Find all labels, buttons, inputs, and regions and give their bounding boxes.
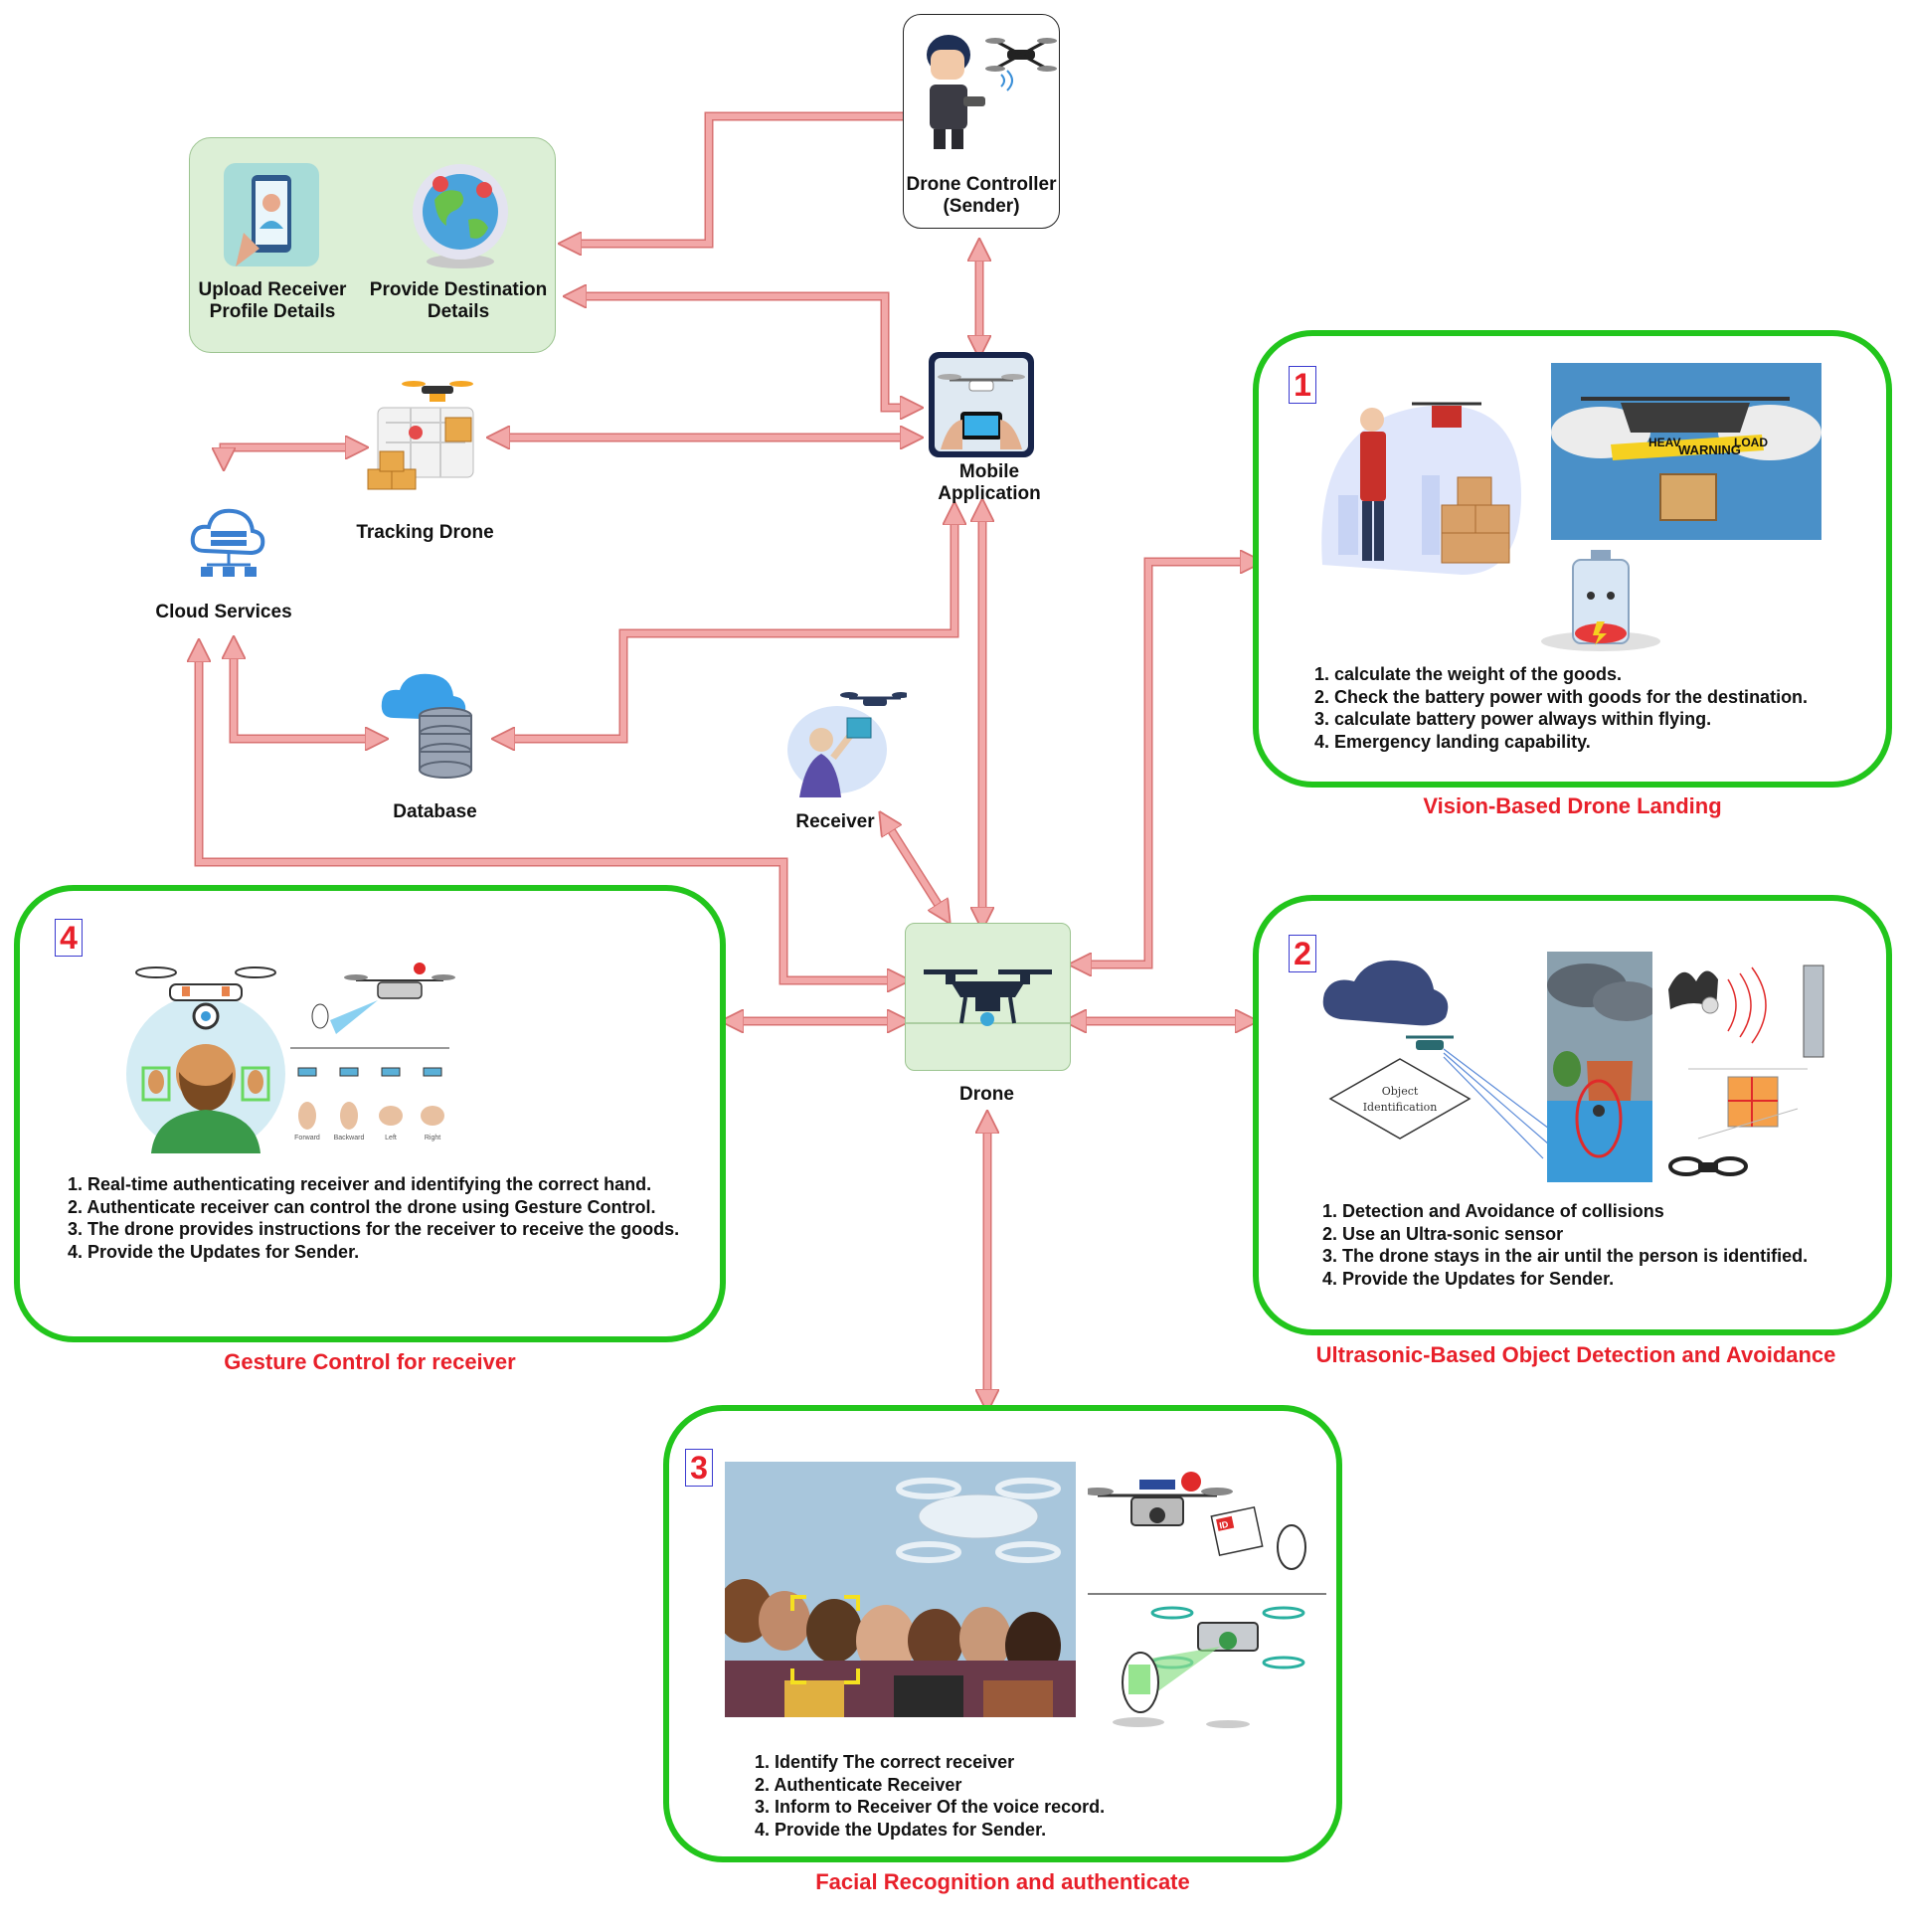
ultrasonic-item-4: 4. Provide the Updates for Sender. (1322, 1268, 1615, 1289)
delivery-man-illustration (1321, 402, 1521, 575)
drone-controller-label: Drone Controller (Sender) (906, 174, 1057, 217)
ultrasonic-item-2: 2. Use an Ultra-sonic sensor (1322, 1223, 1564, 1244)
vision-item-4: 4. Emergency landing capability. (1314, 731, 1591, 752)
warning-sign-heav: HEAV (1648, 436, 1680, 449)
gesture-item-3: 3. The drone provides instructions for t… (68, 1219, 680, 1239)
mobile-application-label: Mobile Application (938, 461, 1041, 504)
gesture-receiver-illustration (126, 966, 285, 1153)
id-card-text: ID (1218, 1519, 1229, 1531)
database-label: Database (393, 801, 477, 822)
drone-pilot-icon (927, 35, 1057, 149)
sender-input-group: Upload Receiver Profile Details Provide … (189, 137, 556, 353)
drone-face-scan-illustration (1113, 1606, 1305, 1728)
ultrasonic-panel-title: Ultrasonic-Based Object Detection and Av… (1315, 1342, 1836, 1367)
ultrasonic-panel-number: 2 (1289, 935, 1316, 972)
ultrasonic-panel-list: 1. Detection and Avoidance of collisions… (1322, 1200, 1808, 1290)
facial-item-1: 1. Identify The correct receiver (755, 1752, 1015, 1772)
receiver-icon (787, 692, 907, 797)
warning-sign-load: LOAD (1734, 436, 1768, 449)
vision-panel-number: 1 (1289, 366, 1316, 404)
object-identification-line-2: Identification (1363, 1101, 1438, 1114)
destination-globe-icon (413, 164, 508, 268)
object-identification-illustration: Object Identification (1322, 960, 1550, 1159)
facial-item-3: 3. Inform to Receiver Of the voice recor… (755, 1797, 1106, 1817)
upload-receiver-label: Upload Receiver Profile Details (198, 279, 347, 322)
database-icon (381, 673, 472, 779)
facial-item-2: 2. Authenticate Receiver (755, 1774, 962, 1795)
gesture-panel-list: 1. Real-time authenticating receiver and… (68, 1173, 679, 1263)
mobile-application-icon (929, 352, 1034, 457)
cloud-services-label: Cloud Services (155, 602, 292, 622)
object-identification-line-1: Object (1382, 1085, 1419, 1098)
warning-drone-illustration: HEAV WARNING LOAD (1551, 363, 1821, 540)
rain-person-illustration (1547, 952, 1652, 1182)
ultrasonic-sensor-illustration (1668, 965, 1824, 1176)
gesture-panel-title: Gesture Control for receiver (224, 1349, 516, 1374)
upload-profile-icon (224, 163, 319, 266)
vision-panel-title: Vision-Based Drone Landing (1423, 793, 1722, 818)
gesture-commands-illustration: Forward Backward Left Right (290, 963, 455, 1142)
gesture-label-backward: Backward (334, 1135, 365, 1142)
vision-item-2: 2. Check the battery power with goods fo… (1314, 686, 1809, 707)
drone-node (905, 923, 1071, 1071)
weak-battery-illustration (1541, 550, 1660, 651)
facial-panel-title: Facial Recognition and authenticate (815, 1869, 1190, 1894)
vision-panel-list: 1. calculate the weight of the goods. 2.… (1314, 663, 1808, 753)
crowd-face-scan-illustration (725, 1462, 1076, 1717)
warning-sign-warning: WARNING (1678, 442, 1741, 457)
ultrasonic-item-3: 3. The drone stays in the air until the … (1322, 1246, 1809, 1266)
receiver-label: Receiver (795, 811, 875, 832)
ultrasonic-item-1: 1. Detection and Avoidance of collisions (1322, 1201, 1664, 1221)
facial-panel-list: 1. Identify The correct receiver 2. Auth… (755, 1751, 1105, 1841)
gesture-label-left: Left (385, 1135, 397, 1142)
drone-icon (906, 969, 1070, 1026)
gesture-panel (14, 885, 726, 1342)
gesture-item-1: 1. Real-time authenticating receiver and… (68, 1174, 652, 1194)
gesture-label-right: Right (425, 1135, 440, 1142)
cloud-services-icon (190, 508, 265, 577)
drone-controller-node: Drone Controller (Sender) (903, 14, 1060, 229)
drone-label: Drone (959, 1084, 1014, 1105)
tracking-drone-icon (367, 381, 474, 490)
gesture-panel-number: 4 (55, 919, 83, 957)
vision-item-3: 3. calculate battery power always within… (1314, 709, 1712, 729)
facial-panel-number: 3 (685, 1449, 713, 1487)
facial-item-4: 4. Provide the Updates for Sender. (755, 1819, 1047, 1840)
gesture-item-2: 2. Authenticate receiver can control the… (68, 1196, 656, 1217)
gesture-label-forward: Forward (294, 1135, 320, 1142)
tracking-drone-label: Tracking Drone (356, 522, 494, 543)
vision-item-1: 1. calculate the weight of the goods. (1314, 664, 1623, 684)
gesture-item-4: 4. Provide the Updates for Sender. (68, 1241, 360, 1262)
provide-destination-label: Provide Destination Details (369, 279, 548, 322)
drone-id-check-illustration: ID (1088, 1472, 1326, 1595)
